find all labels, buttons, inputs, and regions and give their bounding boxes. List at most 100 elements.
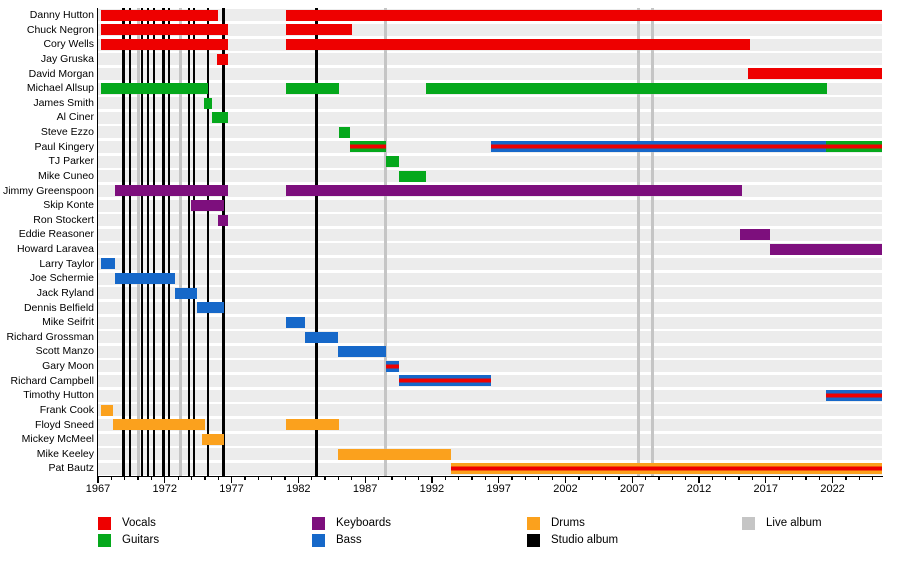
member-label: Paul Kingery [34, 140, 94, 153]
major-tick [631, 477, 633, 483]
member-bar [212, 112, 228, 124]
member-bar [825, 141, 882, 153]
minor-tick [778, 477, 780, 480]
minor-tick [404, 477, 406, 480]
minor-tick [417, 477, 420, 480]
legend-label: Guitars [122, 534, 160, 546]
tick-label: 1982 [286, 483, 311, 495]
member-bar [398, 170, 426, 182]
legend-label: Vocals [122, 517, 156, 529]
studio-album-line [140, 8, 144, 476]
minor-tick [845, 477, 847, 480]
tick-label: 2012 [686, 483, 712, 495]
minor-tick [511, 477, 513, 480]
tick-label: 1967 [85, 483, 111, 495]
member-bar [113, 419, 205, 431]
member-bar [399, 375, 491, 387]
member-bar [196, 302, 224, 314]
legend-label: Studio album [551, 534, 619, 546]
member-bar [451, 463, 882, 475]
member-bar [115, 273, 175, 285]
studio-album-line [146, 8, 150, 476]
member-label: Richard Campbell [10, 374, 94, 387]
member-label: Floyd Sneed [35, 418, 94, 431]
row-stripe [98, 155, 882, 168]
minor-tick [872, 477, 874, 480]
row-stripe [98, 448, 882, 461]
studio-album-line [192, 8, 196, 476]
member-bar [101, 82, 208, 94]
major-tick [97, 477, 99, 483]
legend-swatch-studio_album [527, 534, 540, 547]
row-stripe [98, 301, 882, 314]
tick-label: 2007 [619, 483, 645, 495]
member-label: Pat Bautz [48, 462, 94, 475]
minor-tick [324, 477, 326, 480]
row-stripe [98, 404, 882, 417]
member-bar [216, 53, 229, 65]
minor-tick [204, 477, 206, 480]
member-bar [350, 141, 386, 153]
member-bar [101, 24, 229, 36]
live-album-line [636, 8, 640, 476]
member-label: Howard Laravea [16, 243, 94, 255]
minor-tick [391, 477, 393, 480]
row-stripe [98, 170, 882, 183]
member-label: Mike Cuneo [37, 169, 94, 182]
member-bar [101, 9, 218, 21]
member-bar [338, 346, 386, 358]
member-bar [101, 404, 113, 416]
member-label: Richard Grossman [6, 330, 94, 343]
member-bar [191, 199, 224, 211]
major-tick [498, 477, 500, 483]
minor-tick [591, 477, 593, 480]
studio-album-line [315, 8, 318, 476]
member-label: Mickey McMeel [21, 433, 94, 446]
row-stripe [98, 345, 882, 358]
member-label: Danny Hutton [29, 9, 94, 21]
studio-album-line [122, 8, 125, 476]
member-bar [101, 39, 229, 51]
tick-label: 1972 [152, 483, 177, 495]
minor-tick [644, 477, 647, 480]
minor-tick [271, 477, 273, 480]
member-label: Jack Ryland [36, 286, 94, 299]
row-stripe [98, 214, 882, 227]
member-bar [101, 258, 115, 270]
studio-album-line [222, 8, 225, 476]
minor-tick [484, 477, 487, 480]
legend-label: Live album [766, 517, 822, 529]
major-tick [765, 477, 767, 483]
legend-label: Drums [551, 517, 585, 529]
legend-swatch-vocals [98, 517, 111, 530]
legend-swatch-live_album [742, 517, 755, 530]
minor-tick [791, 477, 794, 480]
tick-label: 2022 [820, 483, 845, 495]
row-stripe [98, 126, 882, 139]
member-label: Chuck Negron [26, 23, 94, 36]
tick-label: 2002 [553, 483, 578, 495]
member-bar [425, 82, 828, 94]
row-stripe [98, 258, 882, 271]
member-label: Dennis Belfield [23, 301, 94, 314]
legend-swatch-keyboards [312, 517, 325, 530]
row-stripe [98, 418, 882, 431]
member-label: Jimmy Greenspoon [2, 184, 94, 197]
studio-album-line [162, 8, 165, 476]
member-bar [286, 185, 742, 197]
live-album-line [179, 8, 183, 476]
minor-tick [444, 477, 446, 480]
minor-tick [618, 477, 620, 480]
member-label: Mike Keeley [36, 447, 94, 460]
member-bar [490, 141, 826, 153]
member-label: Cory Wells [43, 38, 94, 51]
minor-tick [671, 477, 673, 480]
major-tick [297, 477, 300, 483]
member-bar [286, 82, 340, 94]
minor-tick [685, 477, 687, 480]
member-label: Eddie Reasoner [18, 228, 94, 241]
member-label: Joe Schermie [29, 272, 94, 285]
minor-tick [190, 477, 193, 480]
row-stripe [98, 316, 882, 329]
minor-tick [751, 477, 754, 480]
